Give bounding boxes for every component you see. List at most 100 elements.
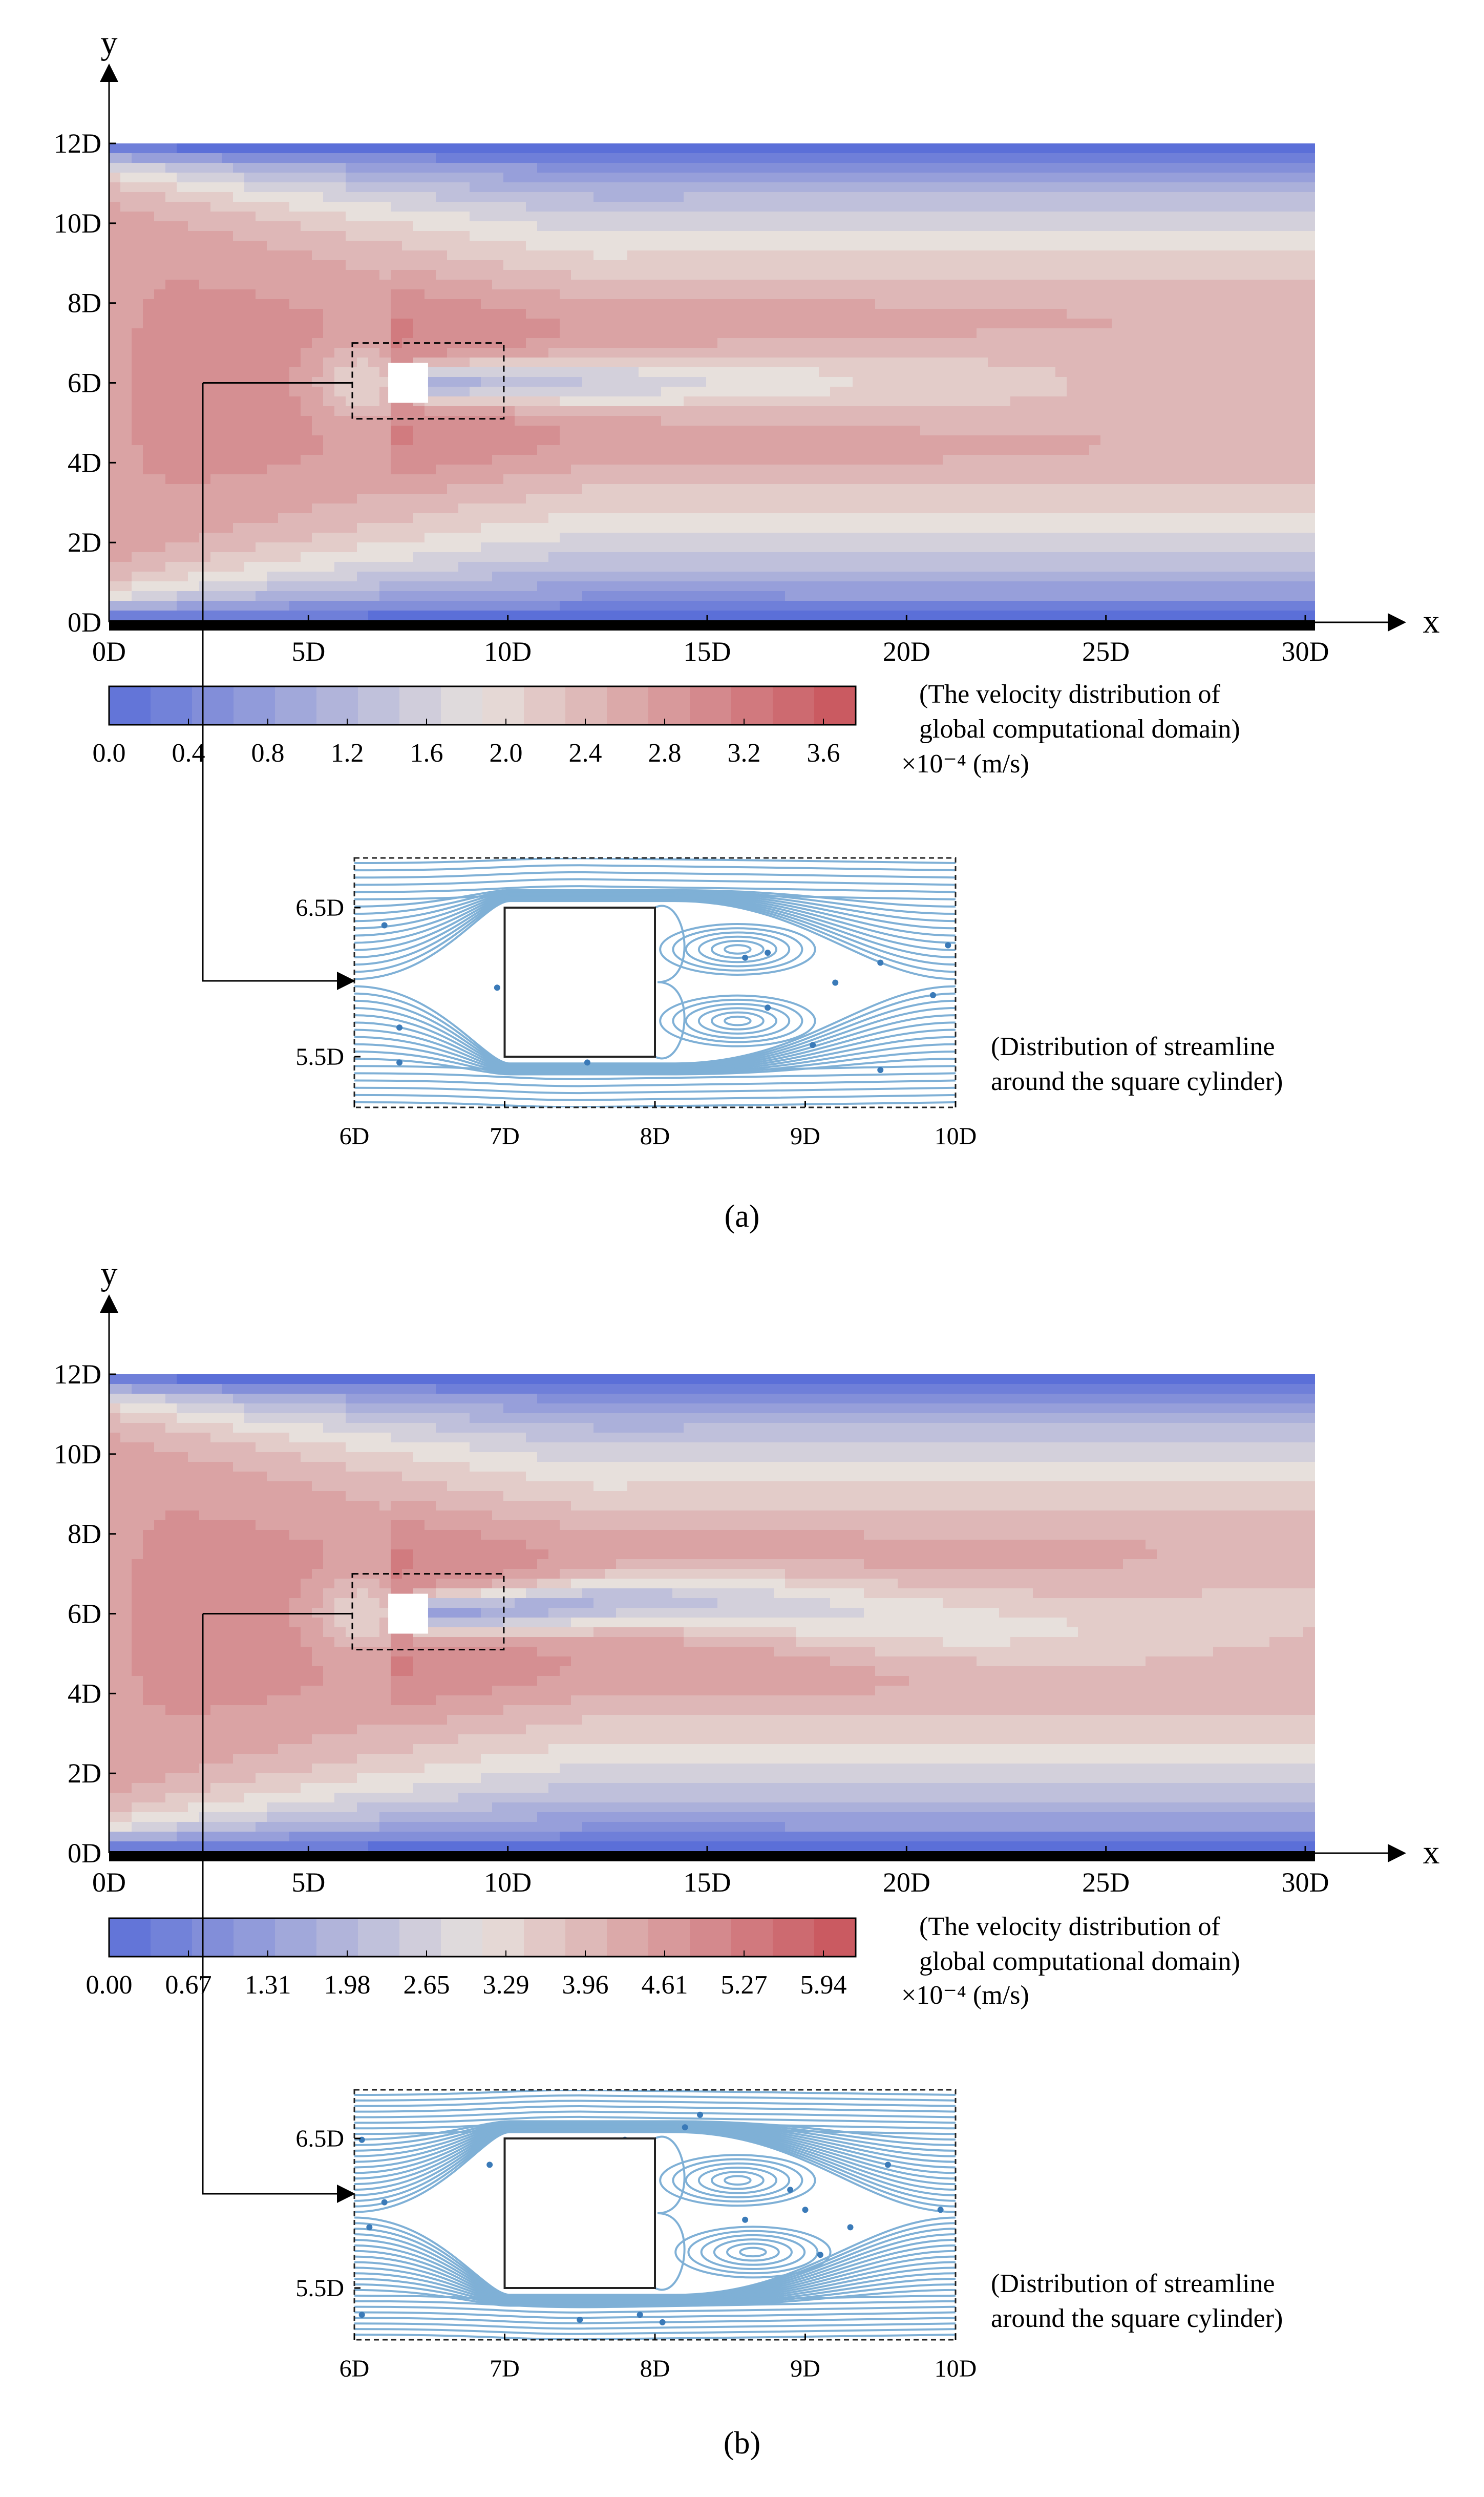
contour-cell	[1134, 445, 1146, 455]
contour-cell	[1258, 231, 1270, 241]
contour-cell	[819, 143, 831, 154]
contour-cell	[864, 387, 876, 397]
contour-cell	[729, 231, 740, 241]
contour-cell	[853, 503, 864, 514]
contour-cell	[1033, 367, 1045, 377]
contour-cell	[729, 280, 740, 290]
contour-cell	[1213, 406, 1225, 416]
contour-cell	[898, 523, 909, 533]
contour-cell	[1224, 465, 1236, 475]
contour-cell	[1044, 494, 1056, 504]
contour-cell	[233, 562, 245, 572]
contour-cell	[199, 260, 211, 270]
contour-cell	[413, 552, 425, 562]
contour-cell	[729, 523, 740, 533]
contour-cell	[346, 484, 357, 494]
contour-cell	[402, 309, 414, 319]
contour-cell	[1247, 513, 1259, 523]
contour-cell	[256, 503, 267, 514]
contour-cell	[717, 289, 729, 300]
contour-cell	[1146, 581, 1157, 592]
contour-cell	[965, 581, 977, 592]
contour-cell	[684, 289, 695, 300]
contour-cell	[1247, 377, 1259, 387]
contour-cell	[639, 416, 650, 426]
contour-cell	[1112, 231, 1123, 241]
contour-cell	[605, 513, 617, 523]
contour-cell	[199, 299, 211, 309]
contour-cell	[965, 143, 977, 154]
contour-cell	[977, 143, 988, 154]
contour-cell	[841, 406, 853, 416]
contour-cell	[639, 309, 650, 319]
contour-cell	[537, 143, 549, 154]
contour-cell	[1269, 280, 1281, 290]
contour-cell	[571, 523, 583, 533]
contour-cell	[695, 465, 707, 475]
contour-cell	[965, 484, 977, 494]
contour-cell	[954, 377, 966, 387]
contour-cell	[661, 143, 673, 154]
contour-cell	[650, 455, 662, 465]
contour-cell	[909, 358, 921, 368]
contour-cell	[808, 221, 819, 232]
contour-cell	[312, 591, 324, 601]
contour-cell	[1191, 474, 1202, 485]
contour-cell	[323, 241, 335, 251]
contour-cell	[819, 542, 831, 553]
contour-cell	[436, 260, 448, 270]
contour-cell	[886, 572, 898, 582]
contour-cell	[808, 455, 819, 465]
contour-cell	[436, 270, 448, 280]
contour-cell	[515, 377, 526, 387]
contour-cell	[368, 562, 380, 572]
contour-cell	[244, 542, 256, 553]
contour-cell	[1258, 250, 1270, 261]
contour-cell	[1213, 182, 1225, 193]
contour-cell	[503, 221, 515, 232]
contour-cell	[1292, 377, 1304, 387]
contour-cell	[627, 465, 639, 475]
contour-cell	[458, 309, 470, 319]
contour-cell	[368, 455, 380, 465]
contour-cell	[301, 542, 312, 553]
contour-cell	[999, 250, 1011, 261]
contour-cell	[1281, 221, 1292, 232]
contour-cell	[808, 377, 819, 387]
contour-cell	[334, 552, 346, 562]
contour-cell	[785, 280, 797, 290]
contour-cell	[830, 396, 842, 407]
contour-cell	[706, 358, 718, 368]
contour-cell	[165, 416, 177, 426]
contour-cell	[1281, 260, 1292, 270]
contour-cell	[436, 513, 448, 523]
contour-cell	[751, 552, 763, 562]
contour-cell	[1044, 163, 1056, 173]
contour-cell	[977, 348, 988, 358]
contour-cell	[233, 348, 245, 358]
contour-cell	[1100, 182, 1112, 193]
contour-cell	[672, 358, 684, 368]
contour-cell	[751, 396, 763, 407]
contour-cell	[1157, 562, 1169, 572]
contour-cell	[886, 358, 898, 368]
contour-cell	[729, 474, 740, 485]
contour-cell	[143, 250, 155, 261]
contour-cell	[526, 202, 538, 212]
contour-cell	[233, 435, 245, 446]
contour-cell	[515, 221, 526, 232]
contour-cell	[875, 241, 887, 251]
contour-cell	[695, 435, 707, 446]
contour-cell	[1281, 581, 1292, 592]
contour-cell	[808, 338, 819, 348]
contour-cell	[988, 513, 1000, 523]
contour-cell	[1258, 445, 1270, 455]
contour-cell	[853, 348, 864, 358]
contour-cell	[639, 591, 650, 601]
contour-cell	[368, 552, 380, 562]
contour-cell	[537, 202, 549, 212]
contour-cell	[188, 241, 200, 251]
contour-cell	[785, 387, 797, 397]
contour-cell	[943, 445, 955, 455]
contour-cell	[875, 260, 887, 270]
